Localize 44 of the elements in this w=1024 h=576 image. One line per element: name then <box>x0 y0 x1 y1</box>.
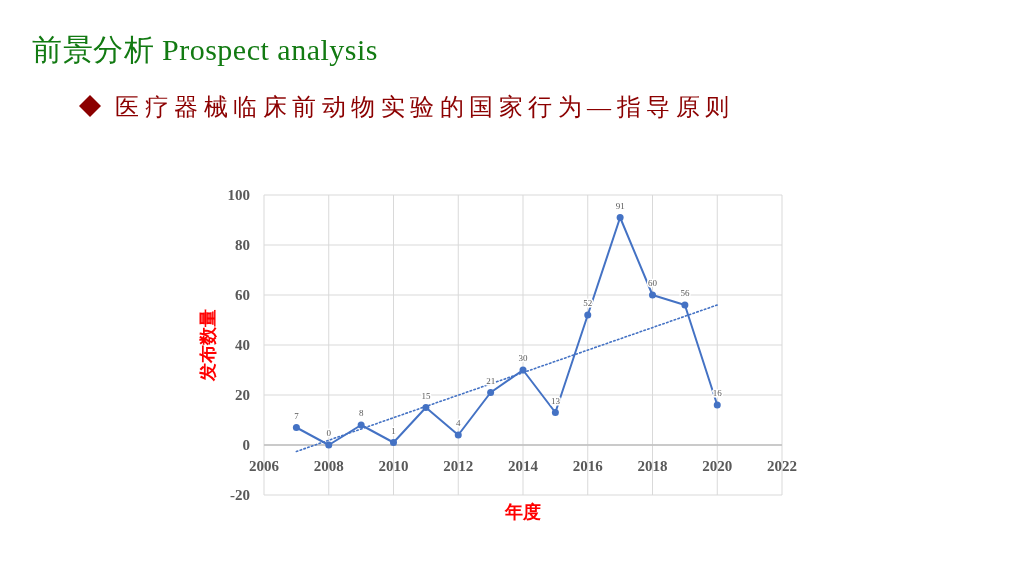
x-tick-label: 2022 <box>767 458 797 474</box>
x-tick-label: 2018 <box>637 458 668 474</box>
point <box>649 291 656 299</box>
y-tick-label: 100 <box>227 187 250 203</box>
data-label: 8 <box>358 408 364 418</box>
x-tick-label: 2008 <box>313 458 344 474</box>
x-tick-label: 2020 <box>702 458 733 474</box>
data-label: 60 <box>648 278 658 288</box>
data-label: 21 <box>486 375 496 386</box>
point <box>390 439 397 446</box>
data-label: 7 <box>294 410 300 421</box>
x-tick-label: 2010 <box>378 458 409 474</box>
x-tick-label: 2006 <box>249 458 280 474</box>
x-tick-label: 2016 <box>572 458 604 474</box>
point <box>454 431 462 439</box>
data-label: 16 <box>712 388 723 398</box>
x-tick-label: 2012 <box>443 458 474 474</box>
point <box>357 421 365 429</box>
x-tick-label: 2014 <box>508 458 539 474</box>
point <box>292 424 300 431</box>
data-label: 56 <box>680 288 690 298</box>
y-tick-label: 40 <box>235 337 250 353</box>
data-label: 4 <box>456 418 461 428</box>
chart-subtitle: 医疗器械临床前动物实验的国家行为—指导原则 <box>115 94 735 120</box>
point <box>325 441 333 449</box>
data-label: 15 <box>421 390 431 401</box>
y-tick-label: 80 <box>235 237 250 253</box>
y-tick-label: 60 <box>235 287 250 303</box>
y-tick-label: 20 <box>235 387 250 403</box>
chart-title: 前景分析 Prospect analysis <box>32 33 378 66</box>
data-label: 1 <box>391 425 396 436</box>
point <box>713 401 721 409</box>
data-label: 0 <box>326 428 332 438</box>
point <box>616 214 624 221</box>
data-label: 91 <box>615 200 625 211</box>
point <box>487 389 495 396</box>
x-axis-title: 年度 <box>504 501 541 522</box>
y-tick-label: -20 <box>230 487 250 503</box>
point <box>681 301 689 309</box>
point <box>584 311 592 319</box>
data-label: 30 <box>518 353 528 363</box>
y-axis-title: 发布数量 <box>197 309 218 382</box>
y-tick-label: 0 <box>242 437 250 453</box>
point <box>551 409 559 416</box>
